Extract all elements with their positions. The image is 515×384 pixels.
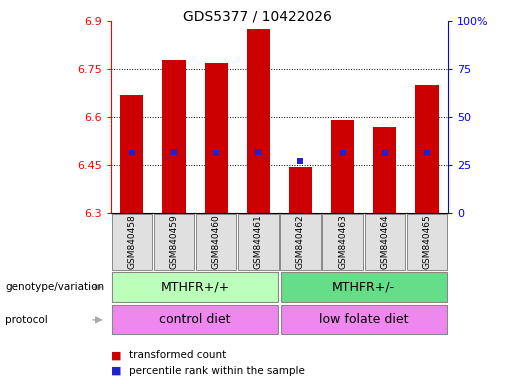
FancyBboxPatch shape [154, 214, 194, 270]
FancyBboxPatch shape [407, 214, 447, 270]
Text: low folate diet: low folate diet [319, 313, 408, 326]
Bar [331, 120, 354, 213]
FancyBboxPatch shape [365, 214, 405, 270]
Text: ■: ■ [111, 366, 121, 376]
FancyBboxPatch shape [112, 214, 152, 270]
Text: GSM840460: GSM840460 [212, 215, 220, 269]
Bar [289, 167, 312, 213]
FancyBboxPatch shape [281, 305, 447, 334]
Text: control diet: control diet [159, 313, 231, 326]
Text: GDS5377 / 10422026: GDS5377 / 10422026 [183, 10, 332, 23]
Bar [204, 63, 228, 213]
Bar [120, 95, 143, 213]
FancyBboxPatch shape [280, 214, 321, 270]
FancyBboxPatch shape [112, 305, 278, 334]
Bar [162, 60, 185, 213]
Text: GSM840465: GSM840465 [422, 215, 432, 269]
FancyBboxPatch shape [281, 272, 447, 302]
Bar [373, 127, 397, 213]
Text: GSM840462: GSM840462 [296, 215, 305, 269]
Text: MTHFR+/-: MTHFR+/- [332, 281, 396, 293]
Text: percentile rank within the sample: percentile rank within the sample [129, 366, 305, 376]
Text: GSM840464: GSM840464 [380, 215, 389, 269]
Text: GSM840458: GSM840458 [127, 215, 136, 269]
FancyBboxPatch shape [322, 214, 363, 270]
Text: transformed count: transformed count [129, 350, 226, 360]
Text: GSM840459: GSM840459 [169, 215, 179, 269]
FancyBboxPatch shape [238, 214, 279, 270]
Text: genotype/variation: genotype/variation [5, 282, 104, 292]
Text: MTHFR+/+: MTHFR+/+ [161, 281, 230, 293]
FancyBboxPatch shape [196, 214, 236, 270]
Bar [247, 29, 270, 213]
Bar [416, 85, 439, 213]
Text: protocol: protocol [5, 315, 48, 325]
FancyBboxPatch shape [112, 272, 278, 302]
Text: GSM840463: GSM840463 [338, 215, 347, 269]
Text: ■: ■ [111, 350, 121, 360]
Text: GSM840461: GSM840461 [254, 215, 263, 269]
